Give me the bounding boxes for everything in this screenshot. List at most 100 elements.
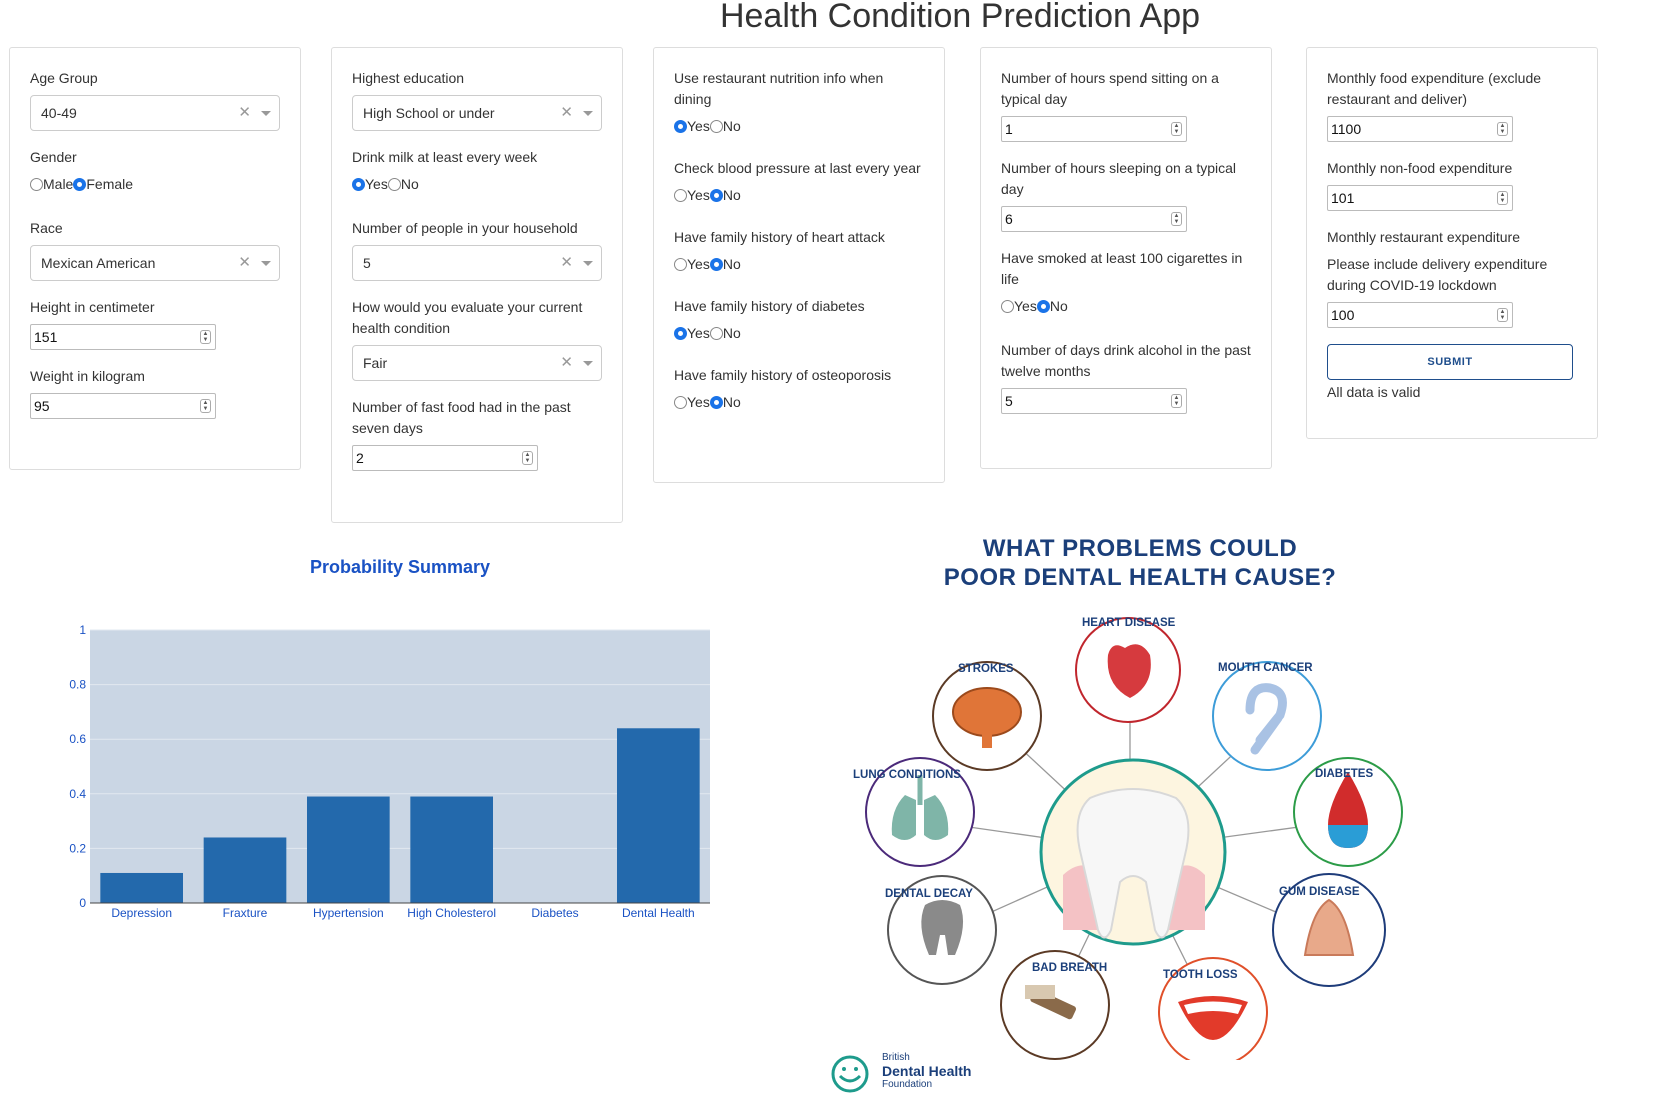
stepper-icon[interactable]: ▲ ▼ <box>1497 122 1508 136</box>
nonfood-input[interactable]: 101 ▲ ▼ <box>1327 185 1513 211</box>
radio-label: No <box>1049 298 1068 314</box>
heart-option-yes[interactable]: Yes <box>674 255 710 273</box>
label-dental-decay: DENTAL DECAY <box>885 888 973 900</box>
x-tick-label: Fraxture <box>223 906 268 920</box>
radio-icon[interactable] <box>1001 299 1014 313</box>
diabetes-option-no[interactable]: No <box>709 324 741 342</box>
bar[interactable] <box>203 837 287 903</box>
chevron-down-icon[interactable] <box>583 361 593 366</box>
bar[interactable] <box>410 796 493 903</box>
radio-icon[interactable] <box>709 119 723 133</box>
heart-option-no[interactable]: No <box>709 255 741 273</box>
radio-icon[interactable] <box>30 177 43 191</box>
clear-icon[interactable]: ✕ <box>560 354 573 371</box>
radio-icon[interactable] <box>674 395 687 409</box>
osteo-field: Have family history of osteoporosis Yes … <box>674 365 924 412</box>
radio-selected-icon[interactable] <box>73 177 87 191</box>
restaurant-value: 100 <box>1331 307 1355 323</box>
chevron-down-icon[interactable] <box>261 261 271 266</box>
stepper-icon[interactable]: ▲ ▼ <box>1171 394 1182 408</box>
weight-input[interactable]: 95 ▲ ▼ <box>30 393 216 419</box>
radio-selected-icon[interactable] <box>352 177 365 191</box>
food-input[interactable]: 1100 ▲ ▼ <box>1327 116 1513 142</box>
clear-icon[interactable]: ✕ <box>238 104 251 121</box>
alcohol-value: 5 <box>1005 393 1013 409</box>
radio-icon[interactable] <box>674 257 687 271</box>
clear-icon[interactable]: ✕ <box>560 254 573 271</box>
stepper-icon[interactable]: ▲ ▼ <box>200 399 211 413</box>
radio-selected-icon[interactable] <box>1036 299 1050 313</box>
radio-selected-icon[interactable] <box>709 395 723 409</box>
smoke-option-yes[interactable]: Yes <box>1001 297 1037 315</box>
nutrition-option-no[interactable]: No <box>709 117 741 135</box>
stepper-icon[interactable]: ▲ ▼ <box>1171 122 1182 136</box>
submit-button[interactable]: SUBMIT <box>1327 344 1573 380</box>
bp-option-no[interactable]: No <box>709 186 741 204</box>
height-input[interactable]: 151 ▲ ▼ <box>30 324 216 350</box>
diabetes-option-yes[interactable]: Yes <box>674 324 710 342</box>
toothbrush-bristles-icon <box>1025 985 1055 999</box>
restaurant-input[interactable]: 100 ▲ ▼ <box>1327 302 1513 328</box>
history-card: Use restaurant nutrition info when dinin… <box>653 47 945 483</box>
milk-option-no[interactable]: No <box>387 175 419 193</box>
demographics-card: Age Group 40-49 ✕ Gender Male Female Rac… <box>9 47 301 470</box>
brain-icon <box>952 687 1022 737</box>
bp-option-yes[interactable]: Yes <box>674 186 710 204</box>
radio-icon[interactable] <box>674 188 687 202</box>
logo-line2: Dental Health <box>882 1063 972 1079</box>
race-value: Mexican American <box>41 255 156 271</box>
bar[interactable] <box>617 728 700 903</box>
stepper-icon[interactable]: ▲ ▼ <box>200 330 211 344</box>
radio-label: Male <box>43 176 74 192</box>
alcohol-input[interactable]: 5 ▲ ▼ <box>1001 388 1187 414</box>
bar[interactable] <box>307 796 390 903</box>
health-select[interactable]: Fair ✕ <box>352 345 602 381</box>
heart-icon <box>1107 644 1151 698</box>
osteo-label: Have family history of osteoporosis <box>674 367 892 383</box>
nutrition-option-yes[interactable]: Yes <box>674 117 710 135</box>
osteo-option-yes[interactable]: Yes <box>674 393 710 411</box>
chevron-down-icon[interactable] <box>583 261 593 266</box>
radio-selected-icon[interactable] <box>674 119 687 133</box>
sleeping-label: Number of hours sleeping on a typical da… <box>1001 160 1237 197</box>
household-select[interactable]: 5 ✕ <box>352 245 602 281</box>
teeth-icon <box>1184 1001 1242 1014</box>
restaurant-field: Monthly restaurant expenditure Please in… <box>1327 227 1577 328</box>
radio-label: Yes <box>1014 298 1037 314</box>
chevron-down-icon[interactable] <box>261 111 271 116</box>
height-label: Height in centimeter <box>30 299 155 315</box>
radio-icon[interactable] <box>387 177 401 191</box>
stepper-icon[interactable]: ▲ ▼ <box>1497 308 1508 322</box>
radio-label: Yes <box>365 176 388 192</box>
chevron-down-icon[interactable] <box>583 111 593 116</box>
radio-icon[interactable] <box>709 326 723 340</box>
age-group-select[interactable]: 40-49 ✕ <box>30 95 280 131</box>
x-tick-label: High Cholesterol <box>407 906 496 920</box>
label-heart-disease: HEART DISEASE <box>1082 617 1176 629</box>
race-select[interactable]: Mexican American ✕ <box>30 245 280 281</box>
radio-label: Yes <box>687 187 710 203</box>
y-tick-label: 0.6 <box>69 732 86 746</box>
gender-option-male[interactable]: Male <box>30 175 73 193</box>
stepper-icon[interactable]: ▲ ▼ <box>1497 191 1508 205</box>
stepper-icon[interactable]: ▲ ▼ <box>522 451 533 465</box>
expenditure-card: Monthly food expenditure (exclude restau… <box>1306 47 1598 439</box>
height-field: Height in centimeter 151 ▲ ▼ <box>30 297 280 350</box>
sitting-input[interactable]: 1 ▲ ▼ <box>1001 116 1187 142</box>
bar[interactable] <box>100 872 183 903</box>
radio-selected-icon[interactable] <box>709 257 723 271</box>
clear-icon[interactable]: ✕ <box>560 104 573 121</box>
radio-selected-icon[interactable] <box>674 326 687 340</box>
clear-icon[interactable]: ✕ <box>238 254 251 271</box>
smoke-option-no[interactable]: No <box>1036 297 1068 315</box>
radio-selected-icon[interactable] <box>709 188 723 202</box>
weight-field: Weight in kilogram 95 ▲ ▼ <box>30 366 280 419</box>
osteo-option-no[interactable]: No <box>709 393 741 411</box>
fastfood-input[interactable]: 2 ▲ ▼ <box>352 445 538 471</box>
sleeping-input[interactable]: 6 ▲ ▼ <box>1001 206 1187 232</box>
stepper-icon[interactable]: ▲ ▼ <box>1171 212 1182 226</box>
education-select[interactable]: High School or under ✕ <box>352 95 602 131</box>
milk-option-yes[interactable]: Yes <box>352 175 388 193</box>
age-group-field: Age Group 40-49 ✕ <box>30 68 280 131</box>
gender-option-female[interactable]: Female <box>73 175 133 193</box>
